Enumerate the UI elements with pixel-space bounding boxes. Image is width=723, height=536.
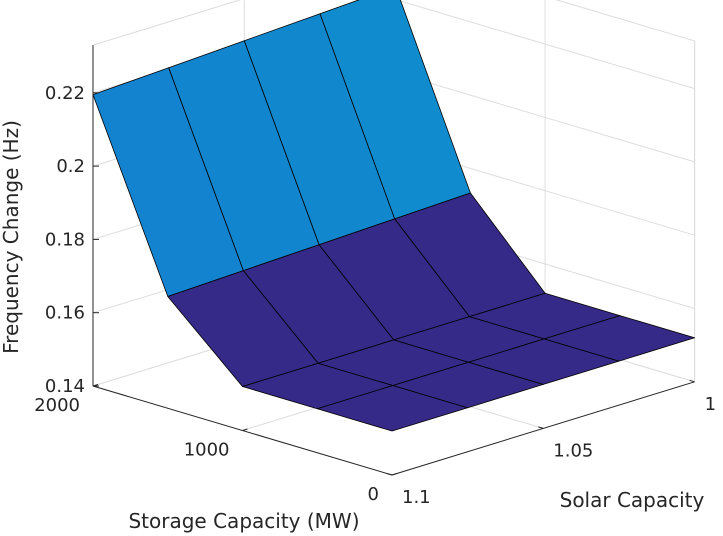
z-tick-label: 0.16 xyxy=(45,303,85,324)
storage-tick-label: 0 xyxy=(368,484,379,505)
solar-tick-label: 1.1 xyxy=(402,487,431,508)
surface-patch xyxy=(543,315,695,362)
storage-tick-label: 2000 xyxy=(34,395,80,416)
z-tick-label: 0.14 xyxy=(45,376,85,397)
solar-tick-label: 1 xyxy=(705,394,716,415)
surface-patches xyxy=(92,0,695,432)
box-edge xyxy=(92,0,242,46)
z-tick-label: 0.2 xyxy=(56,156,85,177)
storage-tick-mark xyxy=(92,384,99,387)
storage-tick-mark xyxy=(391,473,398,476)
z-axis-label: Frequency Change (Hz) xyxy=(0,120,23,354)
solar-tick-mark xyxy=(689,379,695,383)
z-tick-labels: 0.14 0.16 0.18 0.2 0.22 xyxy=(45,83,99,397)
z-tick-label: 0.18 xyxy=(45,229,85,250)
solar-tick-mark xyxy=(386,473,393,476)
storage-axis-label: Storage Capacity (MW) xyxy=(128,509,359,533)
solar-tick-labels: 1 1.05 1.1 xyxy=(386,379,716,508)
solar-tick-label: 1.05 xyxy=(553,440,593,461)
storage-tick-labels: 0 1000 2000 xyxy=(34,384,398,505)
box-edge xyxy=(555,0,695,42)
z-tick-label: 0.22 xyxy=(45,83,85,104)
storage-tick-label: 1000 xyxy=(184,440,230,461)
solar-axis-label: Solar Capacity xyxy=(560,488,705,512)
solar-tick-mark xyxy=(538,426,544,429)
storage-tick-mark xyxy=(242,428,248,431)
